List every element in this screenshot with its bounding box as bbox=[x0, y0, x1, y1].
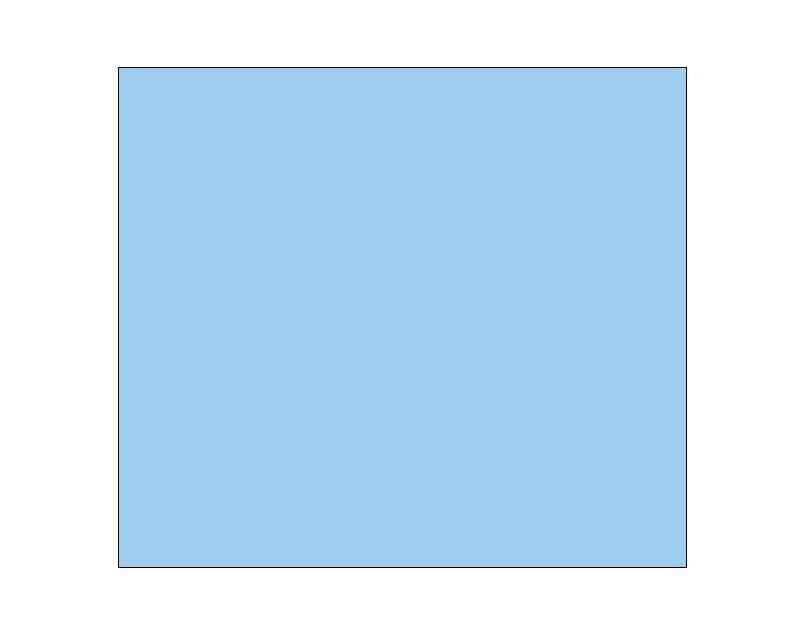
streamline-overlay bbox=[119, 68, 686, 567]
chart-header bbox=[0, 0, 800, 56]
plot-frame bbox=[118, 67, 687, 568]
map-plot-area bbox=[118, 67, 687, 568]
